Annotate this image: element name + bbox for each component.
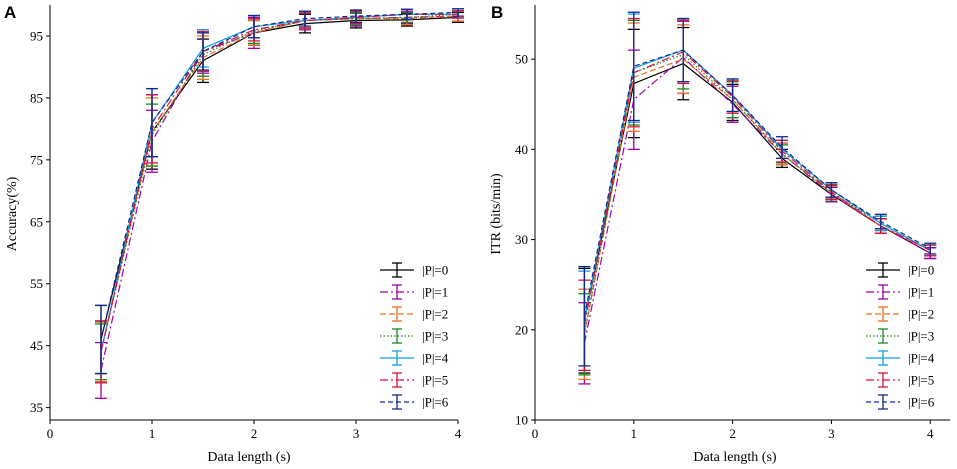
panel-b-series-line: [583, 58, 931, 335]
panel-b-x-tick-label: 3: [828, 426, 835, 441]
panel-b-legend-label: |P|=5: [908, 373, 934, 388]
panel-b-series-line: [583, 51, 931, 326]
panel-b-legend-item: |P|=3: [866, 328, 934, 344]
panel-b-y-axis-label: ITR (bits/min): [489, 173, 504, 255]
panel-b-x-tick-label: 2: [729, 426, 736, 441]
panel-b-legend-item: |P|=4: [866, 350, 935, 366]
panel-a-x-tick-label: 3: [353, 426, 360, 441]
panel-b-x-axis-label: Data length (s): [693, 450, 777, 465]
panel-b-legend-item: |P|=5: [866, 372, 934, 388]
panel-a-series-4: [95, 8, 464, 384]
panel-b-legend-label: |P|=4: [908, 351, 935, 366]
panel-a-x-tick-label: 0: [47, 426, 54, 441]
panel-a-series-1: [95, 10, 464, 399]
panel-a-letter: A: [4, 3, 16, 22]
panel-a-legend-item: |P|=3: [380, 328, 448, 344]
panel-b-series-3: [578, 19, 937, 376]
panel-a-series-line: [100, 15, 459, 353]
panel-a-legend-label: |P|=5: [422, 373, 448, 388]
panel-b-y-tick-label: 20: [515, 322, 528, 337]
panel-a-x-tick-label: 4: [455, 426, 462, 441]
panel-a-legend-label: |P|=4: [422, 351, 449, 366]
panel-a-y-tick-label: 85: [30, 90, 43, 105]
panel-a-series-6: [95, 8, 464, 375]
panel-a-legend: |P|=0 |P|=1 |P|=2 |P|=3 |P|=4 |P|=5 |P|=6: [380, 262, 449, 410]
panel-a-legend-item: |P|=0: [380, 262, 448, 278]
panel-b-y-tick-label: 10: [515, 413, 528, 428]
panel-b-legend-item: |P|=0: [866, 262, 934, 278]
panel-a-x-tick-label: 2: [251, 426, 258, 441]
panel-a-y-tick-label: 75: [30, 152, 43, 167]
panel-b-x-tick-label: 0: [532, 426, 539, 441]
panel-b-legend-label: |P|=0: [908, 263, 934, 278]
panel-a-series-line: [100, 13, 458, 353]
panel-b-legend-item: |P|=1: [866, 284, 934, 300]
panel-b-legend-label: |P|=3: [908, 329, 934, 344]
panel-a-legend-label: |P|=6: [422, 395, 449, 410]
panel-b-series-line: [583, 49, 931, 317]
panel-b-series-line: [583, 49, 931, 321]
panel-b-y-tick-label: 30: [515, 232, 528, 247]
panel-a-legend-label: |P|=0: [422, 263, 448, 278]
panel-a-legend-label: |P|=2: [422, 307, 448, 322]
panel-a-y-tick-label: 65: [30, 214, 43, 229]
panel-b-legend-item: |P|=6: [866, 394, 935, 410]
panel-b-series-line: [583, 56, 931, 344]
panel-a-accuracy-chart: A Data length (s) Accuracy(%) 0 1 2 3 4 35 45 5…: [4, 3, 464, 465]
panel-a-series-line: [100, 15, 459, 371]
panel-a-legend-item: |P|=1: [380, 284, 448, 300]
panel-a-x-axis-label: Data length (s): [207, 450, 291, 465]
panel-a-y-tick-label: 95: [30, 28, 43, 43]
panel-a-series-0: [95, 11, 464, 375]
panel-b-legend-label: |P|=2: [908, 307, 934, 322]
panel-b-series-6: [578, 11, 937, 367]
panel-a-y-tick-label: 45: [30, 338, 43, 353]
panel-a-legend-item: |P|=2: [380, 306, 448, 322]
panel-a-y-tick-label: 35: [30, 400, 43, 415]
panel-a-series-5: [95, 8, 464, 384]
panel-a-series-line: [100, 13, 459, 353]
panel-b-x-tick-label: 1: [631, 426, 638, 441]
panel-a-y-tick-label: 55: [30, 276, 43, 291]
panel-a-y-axis-label: Accuracy(%): [5, 176, 20, 251]
panel-a-series-line: [100, 11, 459, 340]
panel-b-itr-chart: B Data length (s) ITR (bits/min) 0 1 2 3 4 10…: [489, 3, 950, 465]
panel-a-legend-label: |P|=3: [422, 329, 448, 344]
panel-b-legend-label: |P|=1: [908, 285, 934, 300]
panel-a-legend-item: |P|=4: [380, 350, 449, 366]
panel-b-legend: |P|=0 |P|=1 |P|=2 |P|=3 |P|=4 |P|=5 |P|=6: [866, 262, 935, 410]
panel-a-x-tick-label: 1: [149, 426, 156, 441]
panel-a-legend-item: |P|=6: [380, 394, 449, 410]
panel-b-x-tick-label: 4: [927, 426, 934, 441]
panel-b-y-tick-label: 50: [515, 52, 528, 67]
panel-b-letter: B: [491, 3, 503, 22]
panel-a-series-3: [95, 9, 464, 381]
panel-a-series-line: [100, 13, 458, 353]
panel-a-series-2: [95, 10, 464, 383]
panel-b-y-tick-label: 40: [515, 142, 528, 157]
panel-a-legend-item: |P|=5: [380, 372, 448, 388]
panel-b-legend-item: |P|=2: [866, 306, 934, 322]
panel-a-legend-label: |P|=1: [422, 285, 448, 300]
panel-b-series-line: [583, 62, 931, 321]
panel-b-legend-label: |P|=6: [908, 395, 935, 410]
panel-a-series-line: [100, 16, 459, 340]
